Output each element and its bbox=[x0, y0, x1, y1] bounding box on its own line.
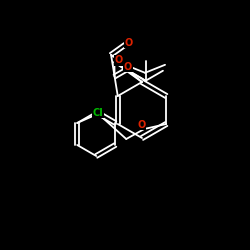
Text: O: O bbox=[125, 38, 133, 48]
Text: O: O bbox=[114, 55, 122, 65]
Text: Cl: Cl bbox=[93, 108, 104, 118]
Text: O: O bbox=[137, 120, 145, 130]
Text: O: O bbox=[124, 62, 132, 72]
